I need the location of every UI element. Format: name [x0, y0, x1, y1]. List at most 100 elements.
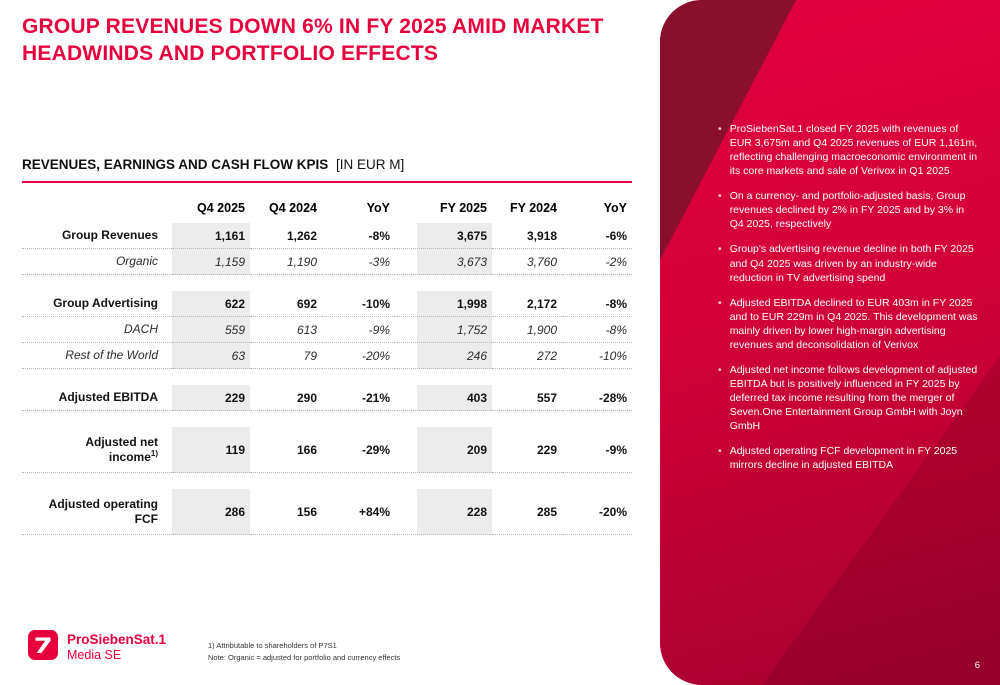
table-cell: 1,262 [250, 223, 322, 249]
bullet-icon: • [718, 296, 722, 309]
table-cell: 63 [172, 343, 250, 369]
table-cell: 692 [250, 291, 322, 317]
list-item: • Adjusted EBITDA declined to EUR 403m i… [718, 296, 978, 351]
list-item: • ProSiebenSat.1 closed FY 2025 with rev… [718, 123, 978, 178]
table-row-adjusted-operating-fcf: Adjusted operating FCF 286 156 +84% 228 … [22, 489, 632, 535]
kpi-table-heading: REVENUES, EARNINGS AND CASH FLOW KPIS [I… [22, 157, 404, 172]
table-row-rest-of-world: Rest of the World 63 79 -20% 246 272 -10… [22, 343, 632, 369]
table-cell: 2,172 [492, 291, 562, 317]
row-group-gap [22, 369, 632, 385]
table-cell: 166 [250, 427, 322, 473]
table-cell: 272 [492, 343, 562, 369]
table-cell: 1,161 [172, 223, 250, 249]
table-cell: -8% [562, 291, 632, 317]
table-row-adjusted-ebitda: Adjusted EBITDA 229 290 -21% 403 557 -28… [22, 385, 632, 411]
table-cell: 1,159 [172, 249, 250, 275]
list-item: • Adjusted operating FCF development in … [718, 445, 958, 472]
row-label: Adjusted EBITDA [22, 385, 172, 411]
table-cell: -10% [322, 291, 395, 317]
table-cell: 290 [250, 385, 322, 411]
table-cell: 622 [172, 291, 250, 317]
table-cell: 246 [395, 343, 492, 369]
bullet-icon: • [718, 445, 722, 458]
row-label: Group Advertising [22, 291, 172, 317]
table-cell: 156 [250, 489, 322, 535]
table-cell: 1,900 [492, 317, 562, 343]
slide-title: GROUP REVENUES DOWN 6% IN FY 2025 AMID M… [22, 15, 604, 65]
table-cell: 3,918 [492, 223, 562, 249]
table-row-group-advertising: Group Advertising 622 692 -10% 1,998 2,1… [22, 291, 632, 317]
row-label: Organic [22, 249, 172, 275]
row-group-gap [22, 411, 632, 427]
brand-name: ProSiebenSat.1 [67, 631, 167, 647]
table-cell: -8% [322, 223, 395, 249]
table-cell: -9% [322, 317, 395, 343]
column-header: FY 2024 [509, 201, 557, 215]
table-cell: 3,673 [395, 249, 492, 275]
table-row-organic: Organic 1,159 1,190 -3% 3,673 3,760 -2% [22, 249, 632, 275]
insights-panel: • ProSiebenSat.1 closed FY 2025 with rev… [660, 0, 1000, 685]
column-header: YoY [603, 201, 627, 215]
table-cell: -20% [562, 489, 632, 535]
table-cell: 559 [172, 317, 250, 343]
header-spacer [22, 193, 172, 223]
table-cell: 79 [250, 343, 322, 369]
list-item: • Group's advertising revenue decline in… [718, 243, 974, 284]
row-label: Group Revenues [22, 223, 172, 249]
row-label: Adjusted net income1) [22, 427, 172, 473]
table-cell: -21% [322, 385, 395, 411]
table-cell: 209 [395, 427, 492, 473]
table-cell: 613 [250, 317, 322, 343]
column-header: Q4 2025 [197, 201, 245, 215]
prosiebensat1-logo-icon [28, 630, 58, 665]
kpi-heading-text: REVENUES, EARNINGS AND CASH FLOW KPIS [22, 157, 329, 172]
kpi-table: Q4 2025 Q4 2024 YoY FY 2025 FY 2024 YoY … [22, 193, 632, 535]
list-item: • Adjusted net income follows developmen… [718, 363, 978, 433]
page-number: 6 [974, 660, 980, 671]
footnote-1: 1) Attributable to shareholders of P7S1 [208, 641, 337, 650]
table-row-group-revenues: Group Revenues 1,161 1,262 -8% 3,675 3,9… [22, 223, 632, 249]
row-label: Rest of the World [22, 343, 172, 369]
table-cell: 3,760 [492, 249, 562, 275]
table-header-row: Q4 2025 Q4 2024 YoY FY 2025 FY 2024 YoY [22, 193, 632, 223]
list-item: • On a currency- and portfolio-adjusted … [718, 190, 966, 231]
table-cell: 403 [395, 385, 492, 411]
table-cell: 286 [172, 489, 250, 535]
table-cell: 1,752 [395, 317, 492, 343]
table-cell: -6% [562, 223, 632, 249]
row-group-gap [22, 275, 632, 291]
table-row-adjusted-net-income: Adjusted net income1) 119 166 -29% 209 2… [22, 427, 632, 473]
row-group-gap [22, 473, 632, 489]
bullet-icon: • [718, 190, 722, 203]
table-cell: -8% [562, 317, 632, 343]
row-label: Adjusted operating FCF [22, 489, 172, 535]
table-cell: 229 [492, 427, 562, 473]
table-cell: 285 [492, 489, 562, 535]
heading-divider [22, 181, 632, 183]
footnote-2: Note: Organic = adjusted for portfolio a… [208, 653, 401, 662]
table-cell: 1,998 [395, 291, 492, 317]
brand-subtitle: Media SE [67, 648, 122, 663]
table-cell: -29% [322, 427, 395, 473]
kpi-heading-unit: [IN EUR M] [336, 157, 405, 172]
table-cell: -20% [322, 343, 395, 369]
column-header: FY 2025 [439, 201, 487, 215]
column-header: YoY [366, 201, 390, 215]
table-cell: -3% [322, 249, 395, 275]
bullet-icon: • [718, 363, 722, 376]
brand-logo-block: ProSiebenSat.1 Media SE [28, 630, 166, 665]
table-cell: 119 [172, 427, 250, 473]
table-cell: -2% [562, 249, 632, 275]
table-cell: 229 [172, 385, 250, 411]
brand-name-block: ProSiebenSat.1 Media SE [67, 632, 166, 663]
row-label: DACH [22, 317, 172, 343]
table-cell: -10% [562, 343, 632, 369]
table-cell: 1,190 [250, 249, 322, 275]
table-cell: 557 [492, 385, 562, 411]
table-cell: 3,675 [395, 223, 492, 249]
bullet-icon: • [718, 243, 722, 256]
bullet-icon: • [718, 123, 722, 135]
footnotes: 1) Attributable to shareholders of P7S1 … [208, 640, 400, 664]
table-cell: -28% [562, 385, 632, 411]
table-cell: +84% [322, 489, 395, 535]
